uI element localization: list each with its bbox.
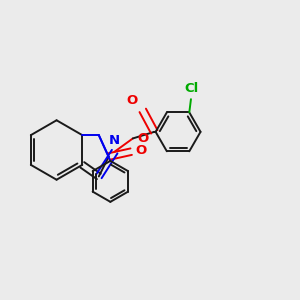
Text: O: O (127, 94, 138, 107)
Text: O: O (136, 145, 147, 158)
Text: N: N (108, 134, 120, 147)
Text: Cl: Cl (184, 82, 198, 95)
Text: O: O (137, 132, 148, 145)
